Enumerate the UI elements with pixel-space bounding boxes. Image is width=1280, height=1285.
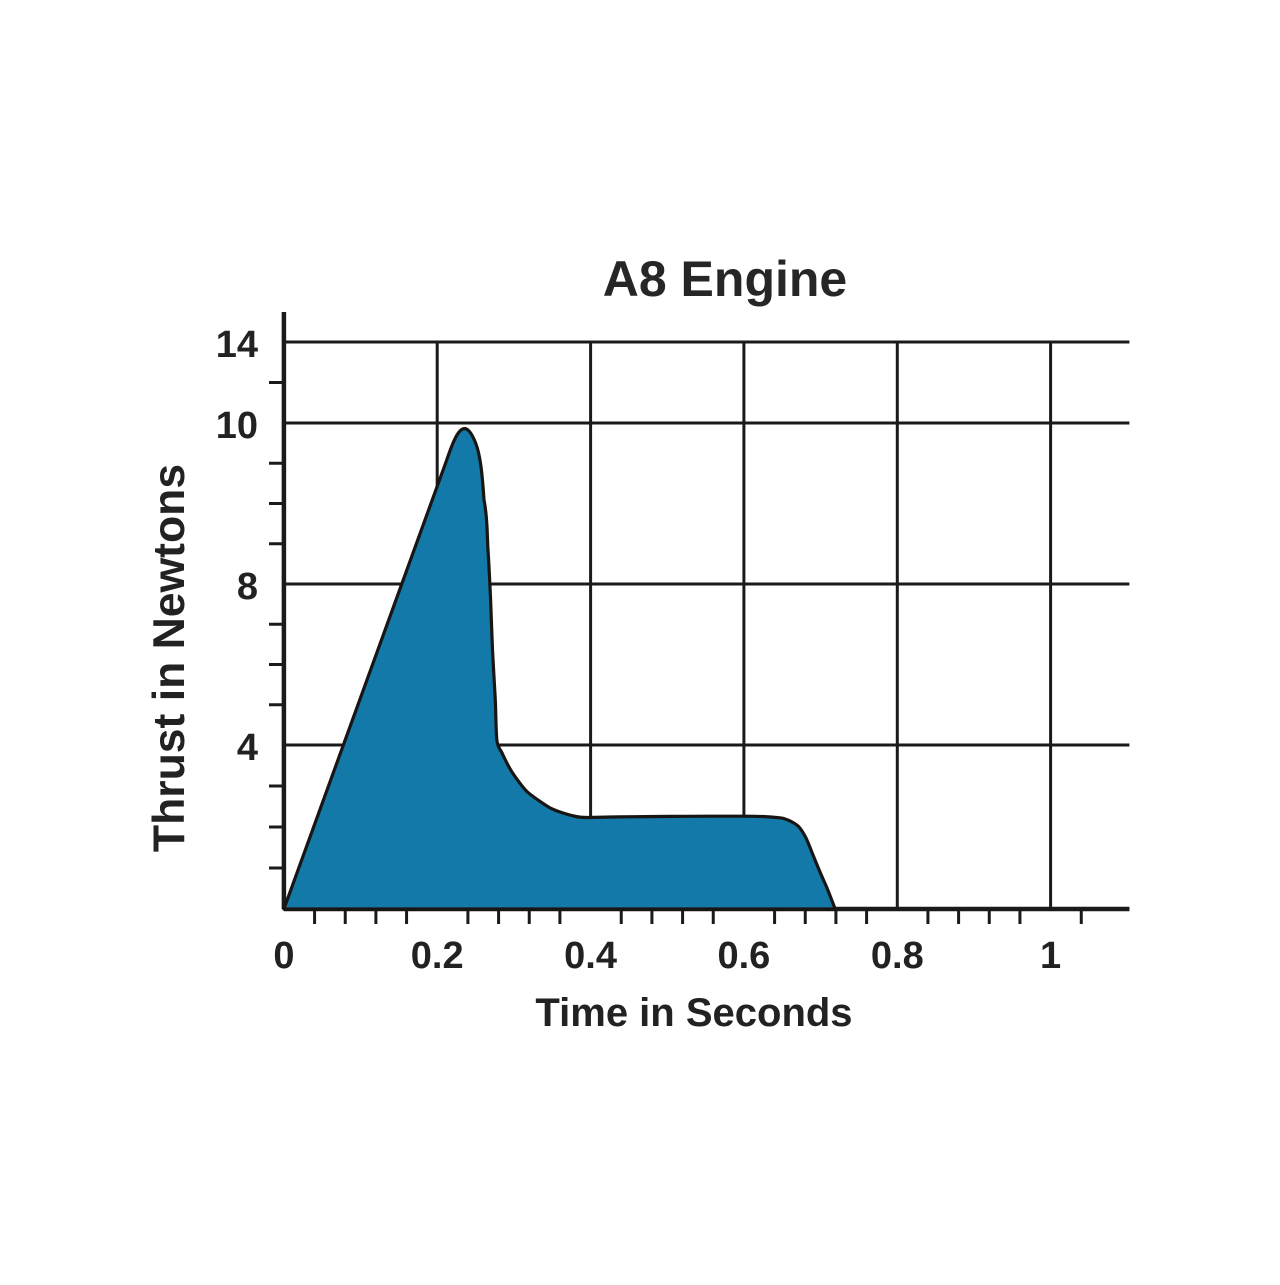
svg-text:8: 8 [237, 566, 258, 608]
svg-text:Time in Seconds: Time in Seconds [535, 991, 852, 1035]
svg-text:0.4: 0.4 [564, 935, 617, 977]
svg-text:0.8: 0.8 [871, 935, 924, 977]
svg-text:A8 Engine: A8 Engine [603, 251, 847, 307]
svg-text:1: 1 [1040, 935, 1061, 977]
svg-text:0: 0 [273, 935, 294, 977]
svg-text:0.6: 0.6 [717, 935, 770, 977]
svg-text:4: 4 [237, 727, 258, 769]
svg-text:0.2: 0.2 [411, 935, 464, 977]
svg-text:10: 10 [216, 405, 258, 447]
svg-text:Thrust in Newtons: Thrust in Newtons [145, 464, 194, 852]
svg-text:14: 14 [216, 324, 258, 366]
